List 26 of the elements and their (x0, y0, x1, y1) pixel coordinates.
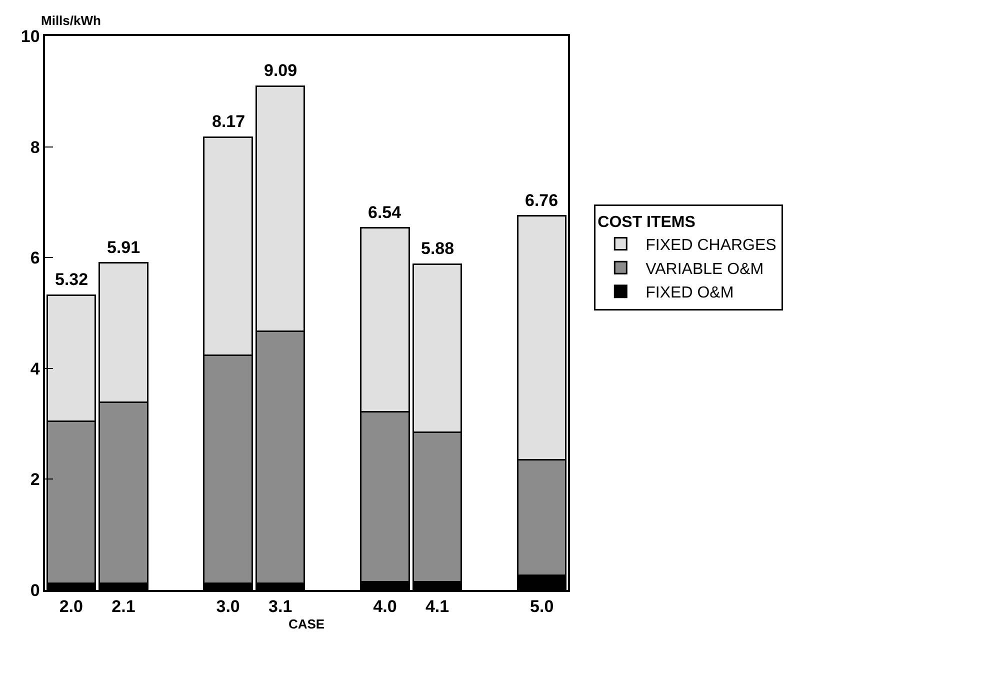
total-label: 6.54 (368, 203, 402, 222)
x-tick-label: 4.1 (425, 597, 450, 616)
legend-title: COST ITEMS (598, 214, 696, 231)
y-tick-label: 4 (30, 359, 40, 378)
total-label: 5.91 (107, 238, 140, 257)
y-tick-label: 8 (30, 138, 40, 157)
x-tick-label: 3.0 (216, 597, 240, 616)
y-axis-title: Mills/kWh (41, 13, 102, 28)
x-tick-label: 2.0 (59, 597, 83, 616)
legend-label: FIXED CHARGES (646, 237, 776, 254)
total-label: 8.17 (212, 112, 246, 131)
legend-label: VARIABLE O&M (646, 260, 764, 278)
total-label: 6.76 (525, 191, 558, 210)
x-tick-label: 4.0 (373, 597, 397, 616)
y-tick-label: 10 (20, 26, 40, 46)
total-label: 5.88 (421, 239, 454, 258)
x-axis-title: CASE (288, 616, 325, 632)
y-tick-label: 6 (30, 248, 40, 268)
x-tick-label: 3.1 (268, 597, 292, 616)
y-tick-label: 2 (30, 470, 40, 490)
y-tick-label: 0 (30, 580, 40, 600)
x-tick-label: 2.1 (112, 597, 136, 616)
total-label: 9.09 (264, 61, 298, 80)
legend-label: FIXED O&M (646, 284, 734, 302)
x-tick-label: 5.0 (530, 597, 554, 616)
total-label: 5.32 (55, 270, 88, 289)
